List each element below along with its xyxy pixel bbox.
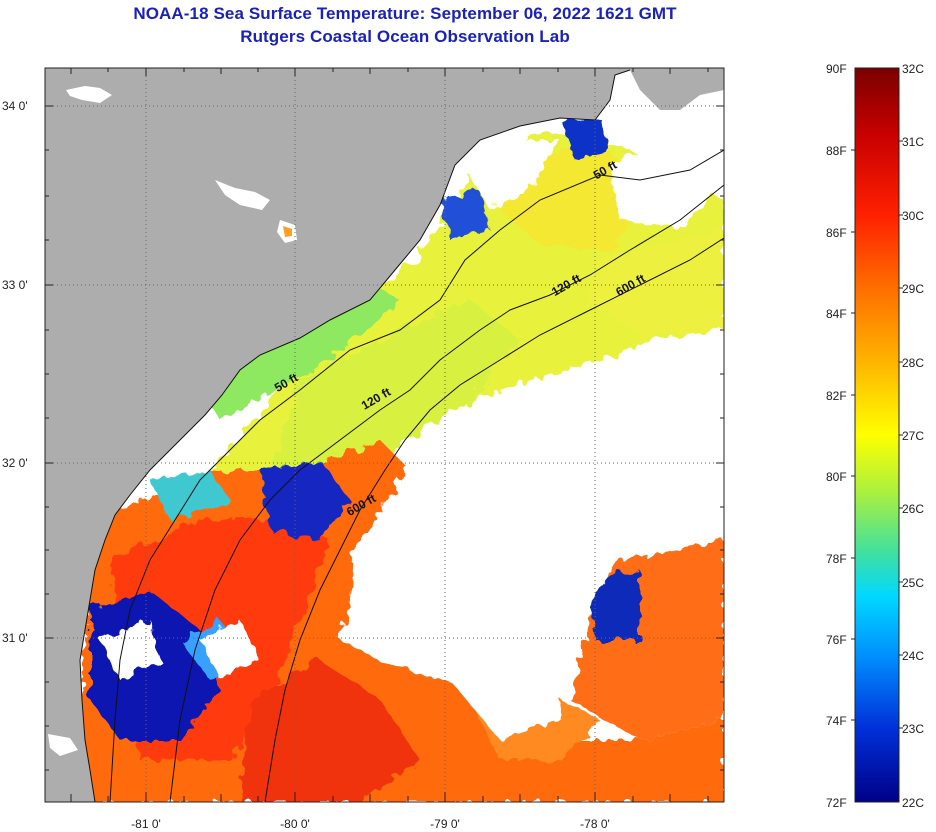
cloud-coastal: [200, 620, 260, 680]
land-mainland: [45, 68, 724, 802]
frame-ticks: [45, 68, 724, 802]
cb-f-78: 78F: [826, 552, 847, 566]
cb-c-28: 28C: [902, 356, 925, 370]
lon-label-79: -79 0': [430, 817, 460, 831]
longitude-labels: -81 0' -80 0' -79 0' -78 0': [131, 817, 610, 831]
inland-spot-2: [215, 180, 270, 210]
cb-f-90: 90F: [826, 62, 847, 76]
cb-f-82: 82F: [826, 389, 847, 403]
latitude-labels: 34 0' 33 0' 32 0' 31 0': [2, 99, 28, 645]
sst-yellow-mid: [270, 300, 520, 480]
inland-warm-spot: [283, 226, 292, 237]
cb-f-86: 86F: [826, 226, 847, 240]
cb-c-26: 26C: [902, 502, 925, 516]
sst-green-coastal: [200, 280, 400, 420]
contour-50ft: [109, 149, 724, 802]
cb-c-29: 29C: [902, 282, 925, 296]
lat-label-31: 31 0': [2, 631, 28, 645]
sst-blue-patch-2: [260, 460, 350, 540]
cb-c-27: 27C: [902, 429, 925, 443]
title-line-2: Rutgers Coastal Ocean Observation Lab: [240, 27, 570, 46]
lat-label-32: 32 0': [2, 456, 28, 470]
colorbar: [854, 67, 900, 803]
cb-c-24: 24C: [902, 649, 925, 663]
sst-blue-patch-4: [440, 190, 490, 240]
lon-label-78: -78 0': [580, 817, 610, 831]
sst-blue-patch-1: [90, 590, 220, 740]
inland-spot-1: [66, 86, 112, 103]
coastline: [79, 69, 631, 802]
cb-f-88: 88F: [826, 144, 847, 158]
cb-f-76: 76F: [826, 633, 847, 647]
lat-label-34: 34 0': [2, 99, 28, 113]
inland-spot-4: [48, 734, 78, 756]
sst-red-south: [240, 660, 420, 802]
cb-f-80: 80F: [826, 470, 847, 484]
cb-f-74: 74F: [826, 714, 847, 728]
cb-f-72: 72F: [826, 796, 847, 810]
cb-c-30: 30C: [902, 209, 925, 223]
cb-c-23: 23C: [902, 722, 925, 736]
colorbar-ticks: [851, 140, 903, 729]
sst-blue-patch-3: [560, 118, 610, 160]
cloud-large: [350, 330, 724, 740]
title-line-1: NOAA-18 Sea Surface Temperature: Septemb…: [133, 4, 677, 23]
contour-120ft: [169, 184, 724, 802]
cb-f-84: 84F: [826, 307, 847, 321]
cb-c-22: 22C: [902, 796, 925, 810]
map-frame: [44, 67, 725, 803]
cb-c-25: 25C: [902, 576, 925, 590]
lon-label-80: -80 0': [280, 817, 310, 831]
cloud-coastal-2: [100, 620, 160, 680]
sst-blue-patch-5: [590, 570, 640, 640]
cloud-north: [470, 140, 560, 210]
cloud-areas: [100, 140, 724, 740]
lat-label-33: 33 0': [2, 278, 28, 292]
lon-label-81: -81 0': [131, 817, 161, 831]
cb-c-32: 32C: [902, 62, 925, 76]
sst-yellow-east: [590, 230, 724, 335]
cb-c-31: 31C: [902, 135, 925, 149]
sst-cyan-patch: [150, 470, 230, 520]
